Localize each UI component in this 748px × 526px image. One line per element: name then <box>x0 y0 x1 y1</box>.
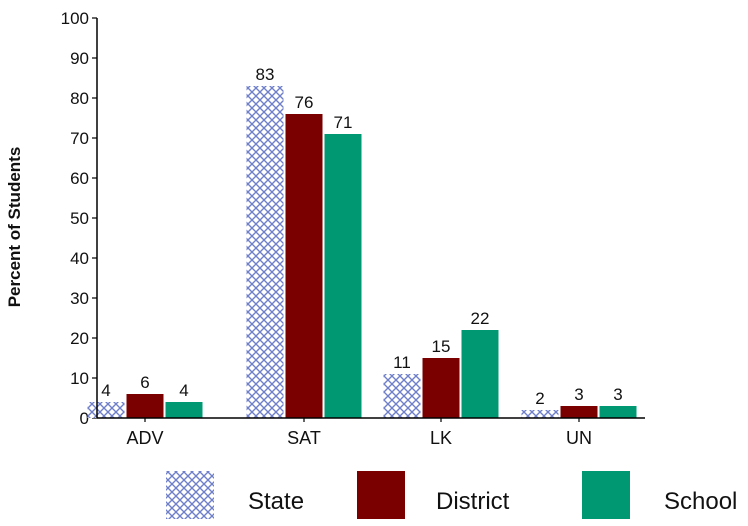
y-tick-label-10: 100 <box>61 9 89 28</box>
legend: State District School <box>166 471 737 519</box>
x-tick-label-2: LK <box>430 428 452 448</box>
bar-school-lk <box>461 330 499 418</box>
bar-label-school-adv: 4 <box>179 381 188 400</box>
bar-label-district-un: 3 <box>574 385 583 404</box>
y-tick-label-7: 70 <box>70 129 89 148</box>
y-axis-ticks: 0 10 20 30 40 50 60 70 80 90 100 <box>61 9 97 428</box>
bar-district-un <box>560 406 598 418</box>
legend-label-state: State <box>248 488 304 515</box>
y-tick-label-3: 30 <box>70 289 89 308</box>
x-tick-label-3: UN <box>566 428 592 448</box>
legend-swatch-school <box>582 471 630 519</box>
bar-state-adv <box>87 402 125 418</box>
legend-label-district: District <box>436 488 510 515</box>
bar-state-un <box>521 410 559 418</box>
bar-label-district-sat: 76 <box>295 93 314 112</box>
legend-label-school: School <box>664 488 737 515</box>
y-tick-label-4: 40 <box>70 249 89 268</box>
bars <box>87 86 637 418</box>
x-tick-label-1: SAT <box>287 428 321 448</box>
y-tick-label-5: 50 <box>70 209 89 228</box>
bar-label-state-adv: 4 <box>101 381 110 400</box>
bar-district-adv <box>126 394 164 418</box>
y-tick-label-1: 10 <box>70 369 89 388</box>
bar-district-sat <box>285 114 323 418</box>
bar-district-lk <box>422 358 460 418</box>
y-axis-label: Percent of Students <box>5 147 24 308</box>
bar-label-state-sat: 83 <box>256 65 275 84</box>
y-tick-label-2: 20 <box>70 329 89 348</box>
bar-school-un <box>599 406 637 418</box>
y-tick-label-0: 0 <box>80 409 89 428</box>
bar-school-adv <box>165 402 203 418</box>
y-tick-label-6: 60 <box>70 169 89 188</box>
legend-swatch-state <box>166 471 214 519</box>
bar-school-sat <box>324 134 362 418</box>
bar-label-school-sat: 71 <box>334 113 353 132</box>
bar-label-district-adv: 6 <box>140 373 149 392</box>
bar-label-state-un: 2 <box>535 389 544 408</box>
bar-state-sat <box>246 86 284 418</box>
x-tick-label-0: ADV <box>126 428 163 448</box>
bar-label-school-lk: 22 <box>471 309 490 328</box>
bar-label-state-lk: 11 <box>393 353 411 372</box>
bar-label-school-un: 3 <box>613 385 622 404</box>
legend-swatch-district <box>357 471 405 519</box>
y-tick-label-8: 80 <box>70 89 89 108</box>
bar-state-lk <box>383 374 421 418</box>
bar-label-district-lk: 15 <box>432 337 451 356</box>
y-tick-label-9: 90 <box>70 49 89 68</box>
x-axis-ticks: ADV SAT LK UN <box>126 418 592 448</box>
